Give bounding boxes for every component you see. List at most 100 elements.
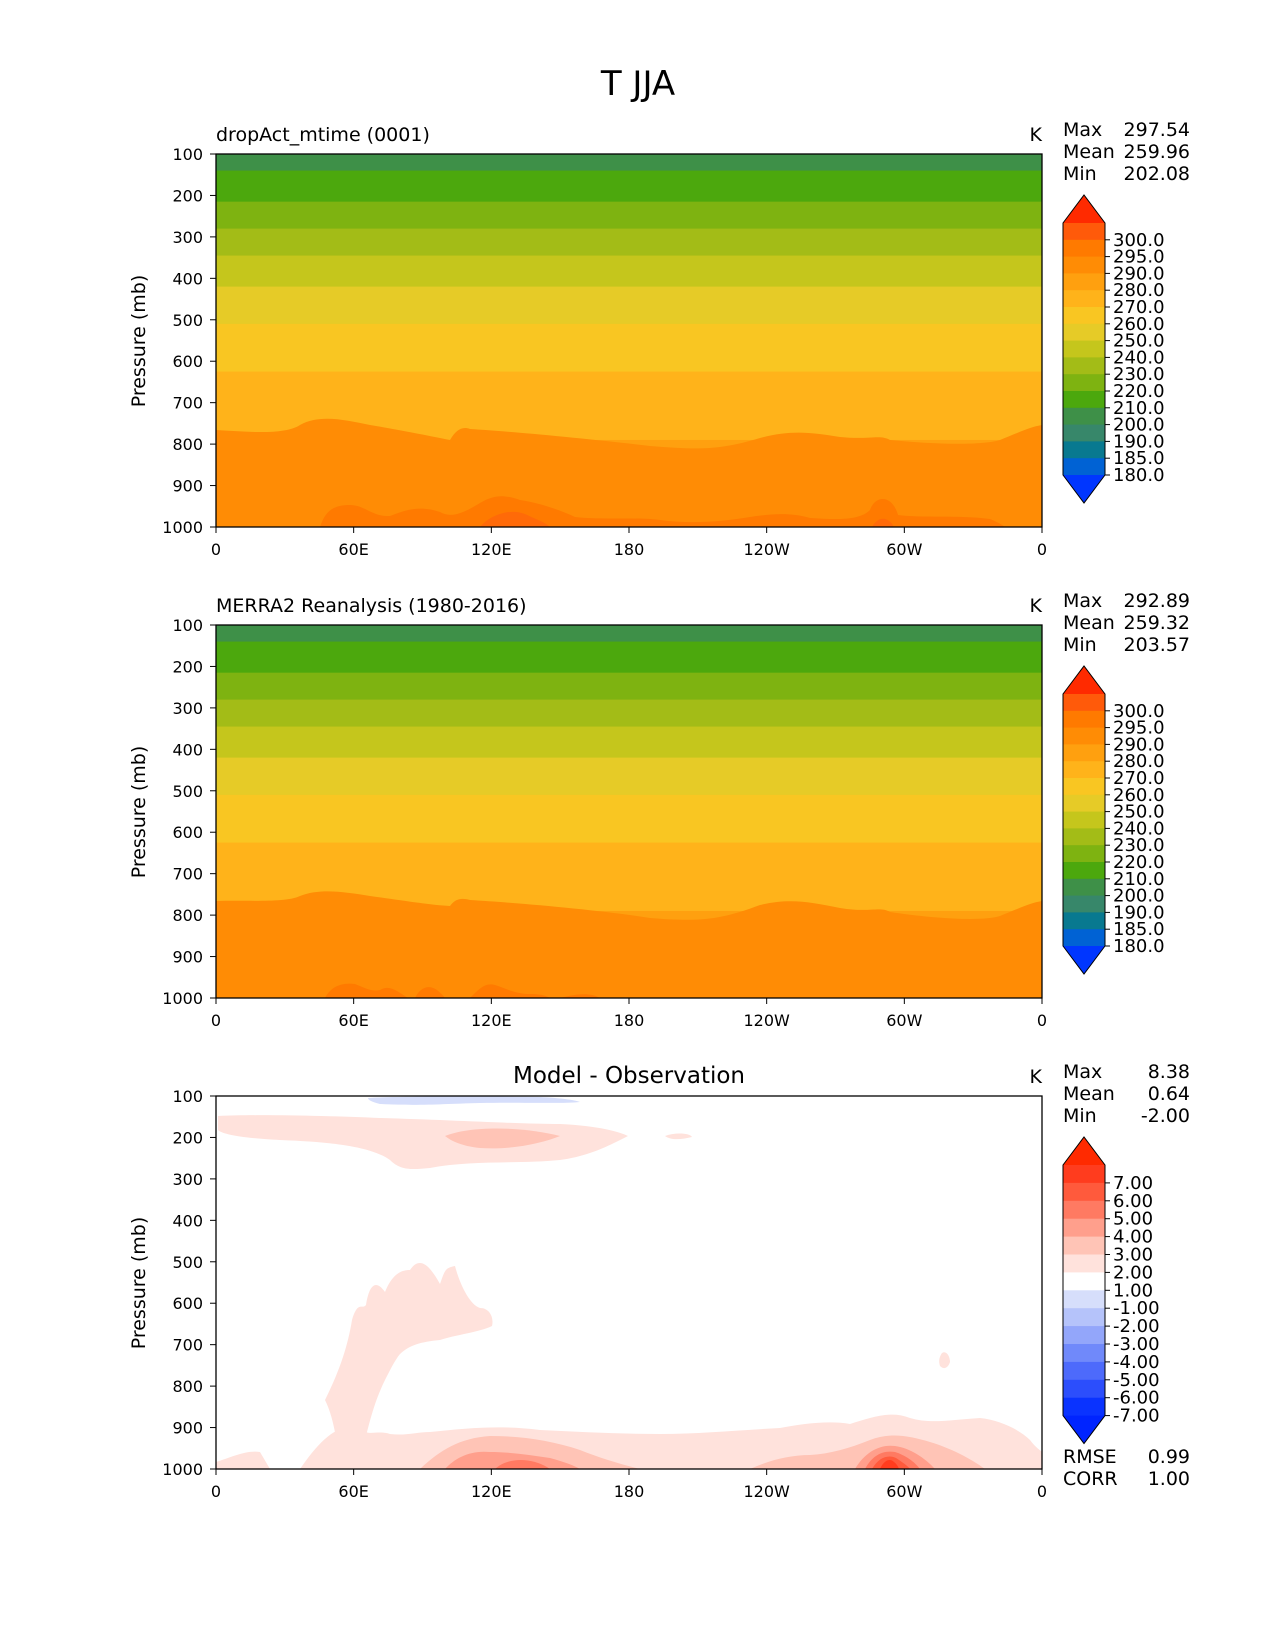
- y-tick-label: 200: [172, 186, 203, 205]
- units-label: K: [1030, 1066, 1043, 1088]
- figure-title: T JJA: [600, 64, 675, 104]
- colorbar-segment: [1063, 1397, 1105, 1416]
- colorbar-segment: [1063, 1272, 1105, 1291]
- contour-band: [216, 699, 1042, 728]
- stat-max-value: 297.54: [1124, 119, 1190, 141]
- colorbar-tick-label: 290.0: [1113, 734, 1165, 755]
- stats-block: Max 8.38 Mean 0.64 Min -2.00: [1063, 1061, 1190, 1127]
- colorbar-segment: [1063, 273, 1105, 291]
- colorbar-tick-label: -6.00: [1113, 1388, 1160, 1409]
- colorbar-segment: [1063, 340, 1105, 358]
- stat-mean-label: Mean: [1063, 612, 1115, 634]
- colorbar-tick-label: 230.0: [1113, 364, 1165, 385]
- contour-field: [216, 154, 1042, 527]
- colorbar-tick-label: 185.0: [1113, 448, 1165, 469]
- colorbar-segment: [1063, 862, 1105, 880]
- colorbar-segment: [1063, 307, 1105, 325]
- y-tick-label: 100: [172, 616, 203, 635]
- colorbar-segment: [1063, 811, 1105, 829]
- y-tick-label: 300: [172, 699, 203, 718]
- colorbar-tick-label: 190.0: [1113, 431, 1165, 452]
- stat-max-value: 8.38: [1148, 1061, 1190, 1083]
- x-tick-label: 0: [211, 540, 221, 559]
- colorbar-tick-label: 260.0: [1113, 785, 1165, 806]
- colorbar-tick-label: 280.0: [1113, 280, 1165, 301]
- x-tick-label: 60W: [886, 540, 922, 559]
- y-axis-label: Pressure (mb): [128, 275, 150, 408]
- contour-band: [216, 201, 1042, 230]
- colorbar-segment: [1063, 290, 1105, 308]
- y-tick-label: 900: [172, 477, 203, 496]
- axes: 100 200 300 400 500 600 700 800 900 1000 0 60E 120E 1…: [162, 145, 1047, 559]
- colorbar-tick-label: 6.00: [1113, 1191, 1153, 1212]
- contour-positive-anomaly: [939, 1352, 950, 1369]
- stat-mean-value: 259.32: [1124, 612, 1190, 634]
- contour-band: [216, 794, 1042, 844]
- colorbar-segment: [1063, 1236, 1105, 1255]
- colorbar-tick-label: -4.00: [1113, 1352, 1160, 1373]
- y-tick-label: 600: [172, 823, 203, 842]
- colorbar-tick-label: 280.0: [1113, 751, 1165, 772]
- colorbar-tick-label: 7.00: [1113, 1173, 1153, 1194]
- colorbar-segment: [1063, 391, 1105, 409]
- colorbar-tick-label: 240.0: [1113, 818, 1165, 839]
- panel-difference: 100 200 300 400 500 600 700 800 900 1000 0 60E 120E 1…: [128, 1061, 1190, 1501]
- colorbar: 300.0295.0290.0280.0270.0260.0250.0240.0…: [1062, 665, 1165, 975]
- x-tick-label: 60E: [338, 540, 368, 559]
- colorbar-extend-min: [1063, 475, 1105, 503]
- contour-band: [216, 170, 1042, 203]
- contour-positive-anomaly: [420, 1435, 985, 1469]
- y-tick-label: 300: [172, 1170, 203, 1189]
- colorbar-segment: [1063, 223, 1105, 241]
- stat-max-value: 292.89: [1124, 590, 1190, 612]
- axes: 100 200 300 400 500 600 700 800 900 1000 0 60E 120E 1…: [162, 616, 1047, 1030]
- colorbar-segment: [1063, 323, 1105, 341]
- x-tick-label: 180: [614, 540, 645, 559]
- y-tick-label: 800: [172, 906, 203, 925]
- colorbar-tick-label: 295.0: [1113, 718, 1165, 739]
- colorbar-segment: [1063, 1165, 1105, 1184]
- colorbar-tick-label: 1.00: [1113, 1280, 1153, 1301]
- colorbar-segment: [1063, 1361, 1105, 1381]
- colorbar-tick-label: 210.0: [1113, 398, 1165, 419]
- y-tick-label: 900: [172, 948, 203, 967]
- y-tick-label: 600: [172, 352, 203, 371]
- contour-field: [216, 1096, 1042, 1469]
- colorbar-tick-label: -1.00: [1113, 1298, 1160, 1319]
- y-tick-label: 100: [172, 1087, 203, 1106]
- x-tick-label: 180: [614, 1482, 645, 1501]
- colorbar-tick-label: -3.00: [1113, 1334, 1160, 1355]
- x-tick-label: 120W: [743, 1482, 790, 1501]
- colorbar-tick-label: 300.0: [1113, 701, 1165, 722]
- x-tick-label: 60E: [338, 1011, 368, 1030]
- colorbar-tick-label: 270.0: [1113, 297, 1165, 318]
- colorbar-tick-label: 4.00: [1113, 1227, 1153, 1248]
- colorbar-segment: [1063, 744, 1105, 762]
- units-label: K: [1030, 124, 1043, 146]
- y-tick-label: 100: [172, 145, 203, 164]
- stats-block: Max 292.89 Mean 259.32 Min 203.57: [1063, 590, 1190, 656]
- x-tick-label: 120W: [743, 1011, 790, 1030]
- y-tick-label: 500: [172, 782, 203, 801]
- y-tick-label: 700: [172, 865, 203, 884]
- contour-band: [216, 286, 1042, 325]
- colorbar-tick-label: 300.0: [1113, 230, 1165, 251]
- y-tick-label: 200: [172, 1128, 203, 1147]
- x-tick-label: 0: [1037, 1011, 1047, 1030]
- contour-band: [216, 757, 1042, 796]
- y-tick-label: 500: [172, 1253, 203, 1272]
- colorbar-tick-label: 200.0: [1113, 886, 1165, 907]
- colorbar-tick-label: 260.0: [1113, 314, 1165, 335]
- x-tick-label: 0: [1037, 540, 1047, 559]
- colorbar-segment: [1063, 845, 1105, 863]
- x-tick-label: 120E: [471, 1482, 512, 1501]
- stat-mean-label: Mean: [1063, 141, 1115, 163]
- colorbar-tick-label: 290.0: [1113, 263, 1165, 284]
- stat-corr-label: CORR: [1063, 1468, 1118, 1490]
- y-tick-label: 1000: [162, 518, 203, 537]
- contour-band-warmest: [325, 983, 600, 998]
- panel-title: Model - Observation: [513, 1063, 745, 1089]
- colorbar: 300.0295.0290.0280.0270.0260.0250.0240.0…: [1062, 194, 1165, 504]
- y-tick-label: 400: [172, 1211, 203, 1230]
- colorbar-segment: [1063, 1182, 1105, 1202]
